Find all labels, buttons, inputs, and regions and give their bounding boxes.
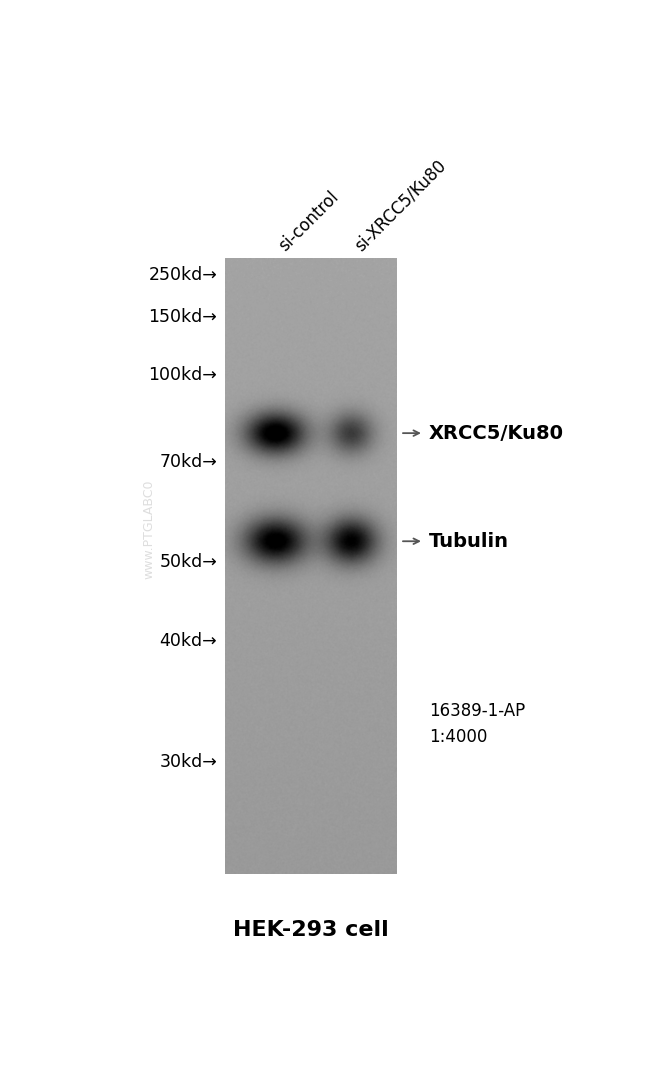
Text: 250kd→: 250kd→ (148, 266, 217, 284)
Text: 150kd→: 150kd→ (148, 308, 217, 326)
Text: 70kd→: 70kd→ (159, 454, 217, 471)
Text: 50kd→: 50kd→ (159, 553, 217, 571)
Text: 100kd→: 100kd→ (148, 366, 217, 383)
Text: Tubulin: Tubulin (429, 531, 509, 551)
Text: www.PTGLABC0: www.PTGLABC0 (143, 480, 156, 579)
Text: si-XRCC5/Ku80: si-XRCC5/Ku80 (351, 156, 449, 255)
Text: si-control: si-control (275, 187, 342, 255)
Text: HEK-293 cell: HEK-293 cell (233, 920, 388, 941)
Text: 16389-1-AP
1:4000: 16389-1-AP 1:4000 (429, 702, 525, 746)
Text: 30kd→: 30kd→ (159, 753, 217, 771)
Text: 40kd→: 40kd→ (160, 632, 217, 650)
Text: XRCC5/Ku80: XRCC5/Ku80 (429, 423, 564, 443)
